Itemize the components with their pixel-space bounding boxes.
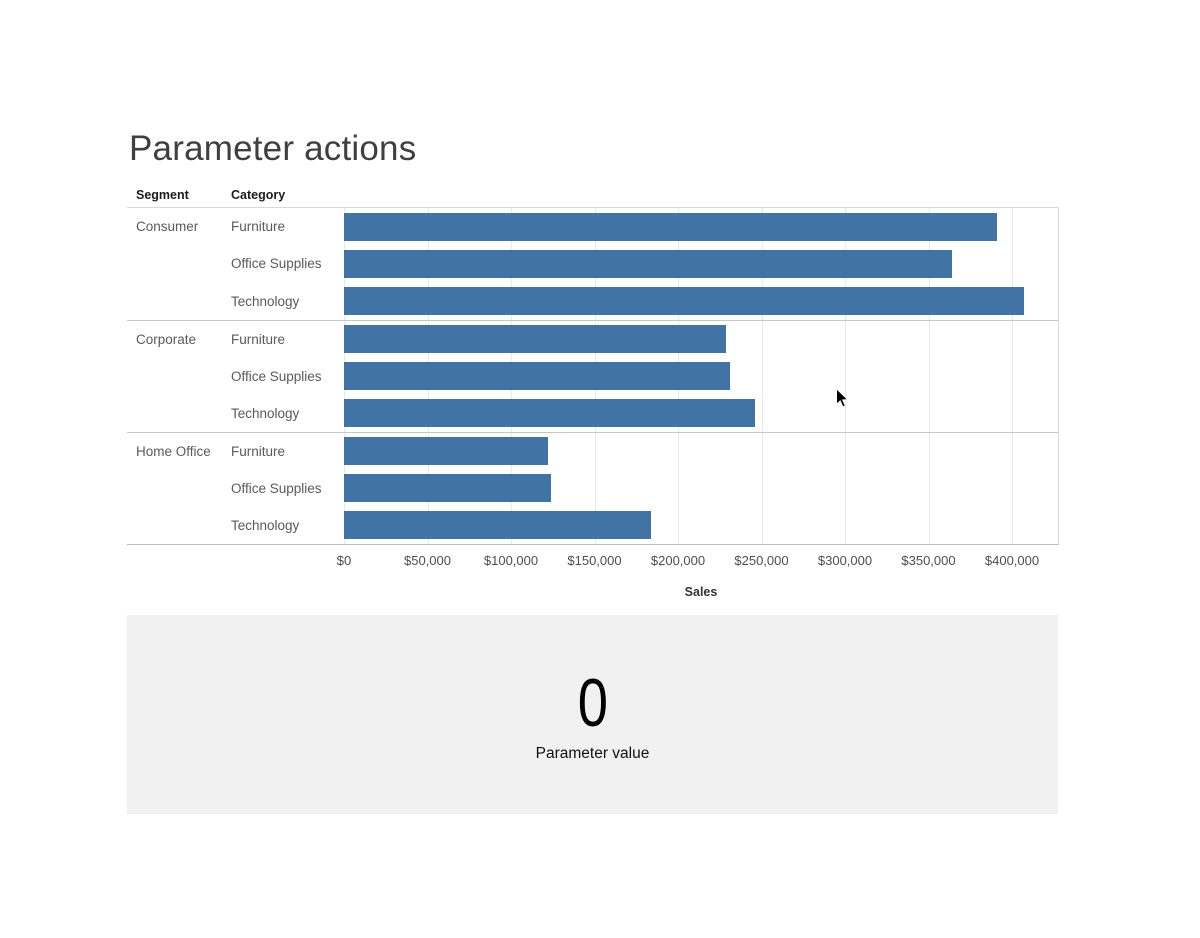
column-header-segment: Segment: [136, 188, 189, 202]
chart-rows: Consumer Furniture Office Supplies Technolo…: [127, 208, 1058, 544]
axis-tick-label: $0: [336, 553, 352, 568]
axis-tick-label: $200,000: [650, 553, 706, 568]
column-header-category: Category: [231, 188, 286, 202]
bar-row: Office Supplies: [127, 245, 1058, 282]
segment-band: Consumer Furniture Office Supplies Technolo…: [127, 208, 1058, 320]
category-label[interactable]: Office Supplies: [231, 256, 322, 272]
mouse-cursor-icon: [835, 387, 850, 414]
category-label[interactable]: Technology: [231, 293, 300, 309]
bar-track: [344, 511, 1058, 540]
bar-row: Office Supplies: [127, 470, 1058, 507]
segment-label[interactable]: Corporate: [136, 331, 197, 347]
category-label[interactable]: Furniture: [231, 331, 286, 347]
category-label[interactable]: Furniture: [231, 219, 286, 235]
segment-band: Corporate Furniture Office Supplies Technol…: [127, 320, 1058, 432]
sales-bar[interactable]: [344, 249, 952, 278]
segment-label[interactable]: Consumer: [136, 219, 199, 235]
page-title: Parameter actions: [129, 129, 417, 168]
sales-bar[interactable]: [344, 511, 652, 540]
parameter-value: 0: [577, 665, 608, 741]
category-label[interactable]: Furniture: [231, 443, 286, 459]
axis-tick-label: $350,000: [901, 553, 956, 568]
sales-bar[interactable]: [344, 437, 548, 466]
bar-track: [344, 212, 1058, 241]
x-axis: $0 $50,000 $100,000 $150,000 $200,000 $250,00…: [127, 553, 1058, 571]
axis-tick-label: $50,000: [404, 553, 451, 568]
bar-row: Technology: [127, 283, 1058, 320]
bar-track: [344, 399, 1058, 428]
parameter-panel: 0 Parameter value: [127, 615, 1058, 814]
bar-track: [344, 325, 1058, 354]
sales-bar[interactable]: [344, 325, 727, 354]
category-label[interactable]: Technology: [231, 517, 300, 533]
segment-band: Home Office Furniture Office Supplies Techn…: [127, 432, 1058, 544]
sales-bar[interactable]: [344, 287, 1024, 316]
bar-track: [344, 249, 1058, 278]
bar-row: Technology: [127, 507, 1058, 544]
bar-track: [344, 287, 1058, 316]
gridline: [1012, 208, 1013, 544]
bar-row: Office Supplies: [127, 358, 1058, 395]
sales-bar-chart: Consumer Furniture Office Supplies Technolo…: [127, 207, 1059, 545]
sales-bar[interactable]: [344, 399, 755, 428]
category-label[interactable]: Office Supplies: [231, 480, 322, 496]
category-label[interactable]: Technology: [231, 405, 300, 421]
axis-tick-label: $250,000: [734, 553, 789, 568]
bar-track: [344, 437, 1058, 466]
axis-tick-label: $300,000: [817, 553, 873, 568]
segment-label[interactable]: Home Office: [136, 443, 211, 459]
bar-row: Corporate Furniture: [127, 321, 1058, 358]
bar-row: Home Office Furniture: [127, 433, 1058, 470]
x-axis-title: Sales: [684, 585, 718, 599]
gridline: [845, 208, 846, 544]
bar-row: Technology: [127, 395, 1058, 432]
category-label[interactable]: Office Supplies: [231, 368, 322, 384]
axis-tick-label: $150,000: [567, 553, 622, 568]
bar-track: [344, 474, 1058, 503]
bar-track: [344, 362, 1058, 391]
sales-bar[interactable]: [344, 362, 730, 391]
gridline: [761, 208, 763, 544]
parameter-value-label: Parameter value: [535, 745, 650, 762]
sales-bar[interactable]: [344, 474, 552, 503]
gridline: [928, 208, 930, 544]
axis-tick-label: $100,000: [483, 553, 539, 568]
sales-bar[interactable]: [344, 212, 997, 241]
bar-row: Consumer Furniture: [127, 208, 1058, 245]
axis-tick-label: $400,000: [984, 553, 1040, 568]
